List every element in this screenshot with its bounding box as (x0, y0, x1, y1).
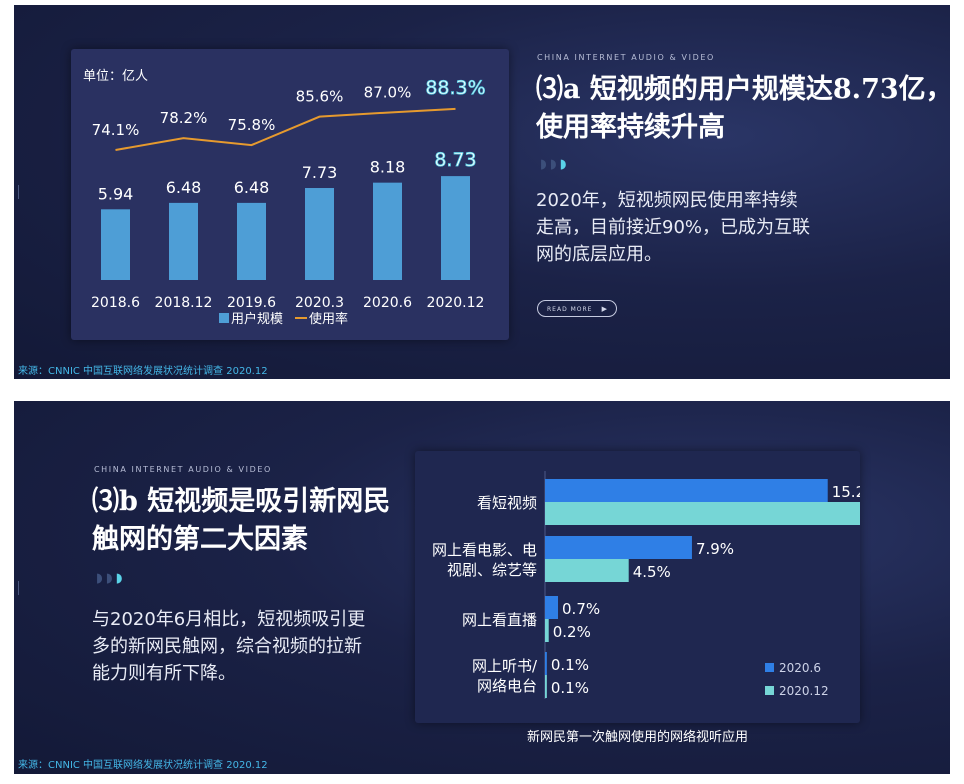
new-users-chart-card: 15.2%20.4%看短视频7.9%4.5%网上看电影、电视剧、综艺等0.7%0… (415, 451, 860, 723)
category-label: 网络电台 (477, 677, 537, 695)
bar-value-label: 5.94 (98, 184, 134, 203)
bar-user-scale (237, 202, 266, 280)
bar-2020-6 (545, 536, 692, 559)
slide-panel-new-users: CHINA INTERNET AUDIO & VIDEO ⑶b 短视频是吸引新网… (14, 401, 950, 774)
legend-label: 2020.12 (779, 684, 829, 698)
bar-value-label: 8.73 (434, 149, 476, 171)
bar-value-label: 6.48 (166, 178, 202, 197)
bar-value-label: 0.2% (553, 623, 591, 641)
legend-swatch-bar (219, 313, 229, 323)
x-tick-label: 2018.12 (155, 295, 213, 311)
line-value-label: 78.2% (160, 109, 208, 127)
category-label: 网上听书/ (472, 657, 538, 675)
body-line-1: 2020年，短视频网民使用率持续 (536, 190, 798, 211)
bar-2020-6 (545, 479, 828, 502)
line-value-label: 85.6% (296, 88, 344, 106)
line-value-label: 88.3% (425, 77, 485, 99)
read-more-label: READ MORE (547, 306, 593, 313)
user-scale-chart-card: 单位：亿人 5.94 2018.6 74.1% 6.48 2018.12 78.2% 6.4… (71, 49, 509, 340)
bar-2020-12 (545, 502, 860, 525)
source-note: 来源：CNNIC 中国互联网络发展状况统计调查 2020.12 (18, 760, 268, 771)
legend-swatch-2020-6 (765, 663, 774, 672)
x-tick-label: 2020.6 (363, 295, 412, 311)
read-more-button[interactable]: READ MORE ▶ (537, 300, 617, 317)
bar-value-label: 0.7% (562, 600, 600, 618)
legend-swatch-2020-12 (765, 686, 774, 695)
category-label: 网上看电影、电 (432, 541, 537, 559)
legend-label: 用户规模 (231, 311, 283, 327)
x-tick-label: 2020.3 (295, 295, 344, 311)
x-tick-label: 2020.12 (427, 295, 485, 311)
play-arrow-icon: ▶ (601, 305, 608, 313)
chart-unit-label: 单位：亿人 (83, 69, 149, 84)
new-users-chart: 15.2%20.4%看短视频7.9%4.5%网上看电影、电视剧、综艺等0.7%0… (432, 471, 860, 699)
body-line-2: 多的新网民触网，综合视频的拉新 (92, 636, 362, 657)
bar-value-label: 8.18 (370, 158, 406, 177)
side-marker (18, 581, 19, 595)
headline: ⑶a 短视频的用户规模达8.73亿， 使用率持续升高 (536, 71, 950, 147)
slide-panel-user-scale: 单位：亿人 5.94 2018.6 74.1% 6.48 2018.12 78.2% 6.4… (14, 5, 950, 379)
bar-2020-12 (545, 559, 629, 582)
bar-value-label: 15.2% (832, 483, 860, 501)
progress-dots: ◗◗◗ (540, 157, 570, 172)
category-label: 看短视频 (477, 494, 537, 512)
body-line-2: 走高，目前接近90%，已成为互联 (536, 217, 811, 238)
legend-label: 使用率 (309, 311, 348, 327)
bar-value-label: 6.48 (234, 178, 270, 197)
body-text: 与2020年6月相比，短视频吸引更 多的新网民触网，综合视频的拉新 能力则有所下… (92, 606, 365, 687)
chart-caption: 新网民第一次触网使用的网络视听应用 (526, 730, 748, 745)
bar-value-label: 0.1% (551, 679, 589, 697)
bar-value-label: 7.73 (302, 163, 338, 182)
headline-line-1: ⑶b 短视频是吸引新网民 (92, 486, 391, 517)
body-line-3: 能力则有所下降。 (92, 663, 236, 684)
body-line-3: 网的底层应用。 (536, 244, 662, 265)
category-label: 视剧、综艺等 (447, 561, 537, 579)
bar-2020-6 (545, 652, 547, 675)
bar-value-label: 0.1% (551, 656, 589, 674)
bar-user-scale (373, 182, 402, 280)
user-scale-chart: 5.94 2018.6 74.1% 6.48 2018.12 78.2% 6.48 2019.… (91, 76, 486, 327)
x-tick-label: 2018.6 (91, 295, 140, 311)
bar-2020-12 (545, 675, 547, 698)
bar-value-label: 7.9% (696, 540, 734, 558)
bar-2020-12 (545, 619, 549, 642)
kicker-text: CHINA INTERNET AUDIO & VIDEO (94, 465, 272, 474)
headline-line-2: 使用率持续升高 (536, 112, 725, 143)
headline-line-2: 触网的第二大因素 (92, 524, 308, 555)
headline-line-1: ⑶a 短视频的用户规模达8.73亿， (536, 74, 950, 105)
line-usage-rate (115, 107, 456, 151)
bar-user-scale (305, 188, 334, 280)
bar-user-scale (101, 209, 130, 280)
legend-label: 2020.6 (779, 661, 821, 675)
line-value-label: 74.1% (92, 121, 140, 139)
x-tick-label: 2019.6 (227, 295, 276, 311)
category-label: 网上看直播 (462, 611, 537, 629)
bar-value-label: 4.5% (633, 563, 671, 581)
body-line-1: 与2020年6月相比，短视频吸引更 (92, 609, 366, 630)
line-value-label: 75.8% (228, 116, 276, 134)
side-marker (18, 185, 19, 199)
progress-dots: ◗◗◗ (96, 571, 126, 586)
bar-2020-6 (545, 596, 559, 619)
kicker-text: CHINA INTERNET AUDIO & VIDEO (537, 53, 715, 62)
headline: ⑶b 短视频是吸引新网民 触网的第二大因素 (92, 483, 390, 559)
bar-user-scale (441, 176, 470, 280)
bar-user-scale (169, 202, 198, 280)
source-note: 来源：CNNIC 中国互联网络发展状况统计调查 2020.12 (18, 366, 268, 377)
body-text: 2020年，短视频网民使用率持续 走高，目前接近90%，已成为互联 网的底层应用… (536, 187, 810, 268)
line-value-label: 87.0% (364, 84, 412, 102)
